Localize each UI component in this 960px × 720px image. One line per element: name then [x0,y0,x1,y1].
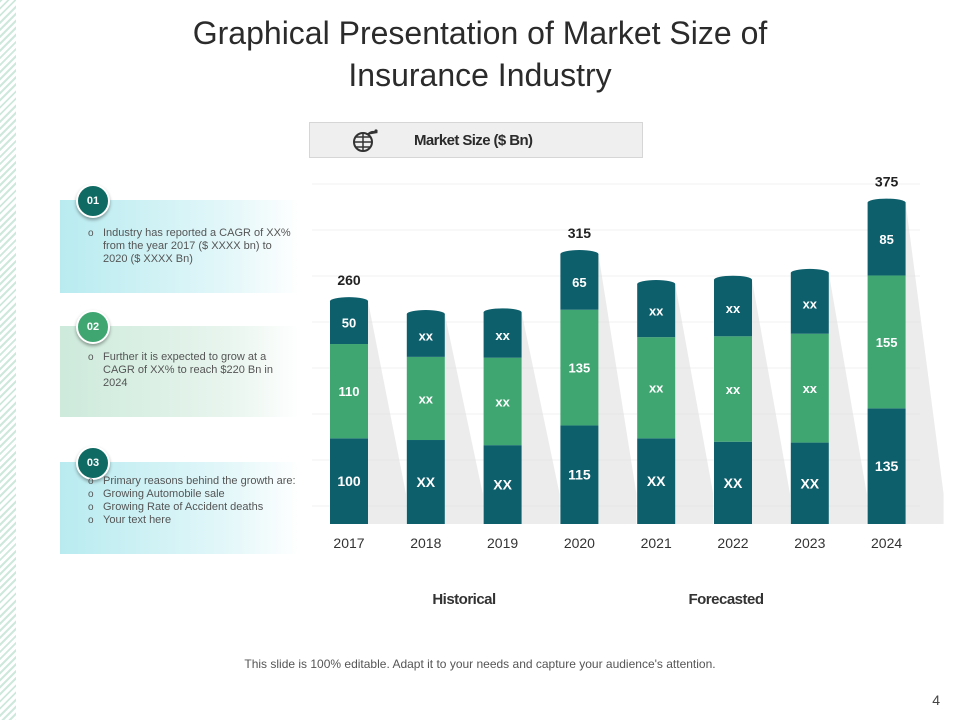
x-tick-label: 2021 [641,535,672,551]
x-tick-label: 2018 [410,535,441,551]
bar-segment-bottom [790,442,829,524]
bar-segment-bottom [867,408,906,524]
list-item: Your text here [86,514,296,527]
total-label: 260 [337,272,361,288]
data-label: xx [419,328,434,343]
data-label: 65 [572,275,586,290]
x-tick-label: 2019 [487,535,518,551]
bar-segment-top [560,254,599,310]
bar-segment-top [790,272,829,334]
data-label: 135 [875,458,899,474]
bar-segment-middle [483,357,522,446]
footer-note: This slide is 100% editable. Adapt it to… [244,657,716,671]
bar-segment-top [637,284,676,338]
data-label: XX [493,477,512,493]
bar-cap [714,275,752,284]
bar-segment-top [330,301,368,345]
bar-segment-top [406,314,445,357]
bar-segment-middle [637,337,676,439]
data-label: xx [495,394,510,409]
data-label: xx [649,381,664,396]
x-tick-label: 2023 [794,535,825,551]
bar-segment-top [714,279,752,337]
bar-segment-bottom [637,438,676,524]
bar-shadow [905,202,944,524]
data-label: xx [495,328,510,343]
data-label: 110 [339,384,360,399]
group-label-forecasted: Forecasted [688,591,763,608]
bar-shadow [368,301,406,524]
bar-cap [637,280,676,289]
data-label: 155 [876,335,898,350]
bar-segment-bottom [560,425,599,524]
page-title: Graphical Presentation of Market Size of… [192,15,768,93]
bar-shadow [675,284,714,524]
data-label: xx [803,381,818,396]
x-tick-label: 2022 [717,535,748,551]
data-label: 100 [337,473,361,489]
bar-segment-bottom [483,445,522,524]
bar-segment-middle [790,333,829,443]
info-card-2: 02 Further it is expected to grow at a C… [60,310,300,417]
data-label: XX [416,474,435,490]
bar-cap [483,308,522,317]
data-label: XX [800,475,819,491]
info-card-1: 01 Industry has reported a CAGR of XX% f… [60,184,300,293]
data-label: 135 [569,361,591,376]
page-number: 4 [932,692,940,708]
card-badge: 02 [76,310,110,344]
x-tick-label: 2020 [564,535,595,551]
x-tick-label: 2017 [333,535,364,551]
data-label: XX [724,475,743,491]
globe-umbrella-icon [353,129,378,152]
bar-segment-middle [867,275,906,409]
bar-cap [560,250,599,259]
chart-legend: Market Size ($ Bn) [309,122,643,158]
data-label: xx [649,304,664,319]
data-label: xx [419,391,434,406]
bar-shadow [752,279,790,524]
bar-segment-middle [406,356,445,441]
list-item: Growing Rate of Accident deaths [86,501,296,514]
x-tick-label: 2024 [871,535,902,551]
bar-shadow [598,254,637,525]
card-badge: 01 [76,184,110,218]
list-item: Further it is expected to grow at a CAGR… [86,351,296,390]
list-item: Primary reasons behind the growth are: [86,475,296,488]
bar-segment-middle [330,344,368,439]
data-label: xx [803,296,818,311]
bar-segment-middle [714,336,752,442]
list-item: Growing Automobile sale [86,488,296,501]
bar-cap [867,198,906,207]
bar-segment-top [867,202,906,276]
bar-shadow [521,312,560,524]
list-item: Industry has reported a CAGR of XX% from… [86,227,296,266]
group-label-historical: Historical [432,591,496,608]
bar-segment-bottom [330,438,368,524]
bar-segment-top [483,312,522,358]
bar-segment-bottom [406,440,445,524]
data-label: 115 [568,467,591,483]
bar-cap [330,297,368,306]
legend-label: Market Size ($ Bn) [414,132,533,149]
data-label: xx [726,301,741,316]
data-label: 50 [342,316,356,331]
data-label: 85 [879,232,893,247]
card-list: Primary reasons behind the growth are: G… [86,475,296,527]
total-label: 315 [568,225,592,241]
info-card-3: 03 Primary reasons behind the growth are… [60,446,300,554]
bar-cap [406,310,445,319]
bar-segment-bottom [714,441,752,524]
bar-segment-middle [560,309,599,426]
card-list: Industry has reported a CAGR of XX% from… [86,227,296,266]
bar-shadow [444,314,483,524]
bar-shadow [828,272,867,524]
decorative-stripe [0,0,16,720]
card-list: Further it is expected to grow at a CAGR… [86,351,296,390]
total-label: 375 [875,174,899,190]
data-label: XX [647,473,666,489]
data-label: xx [726,382,741,397]
bar-cap [790,268,829,277]
